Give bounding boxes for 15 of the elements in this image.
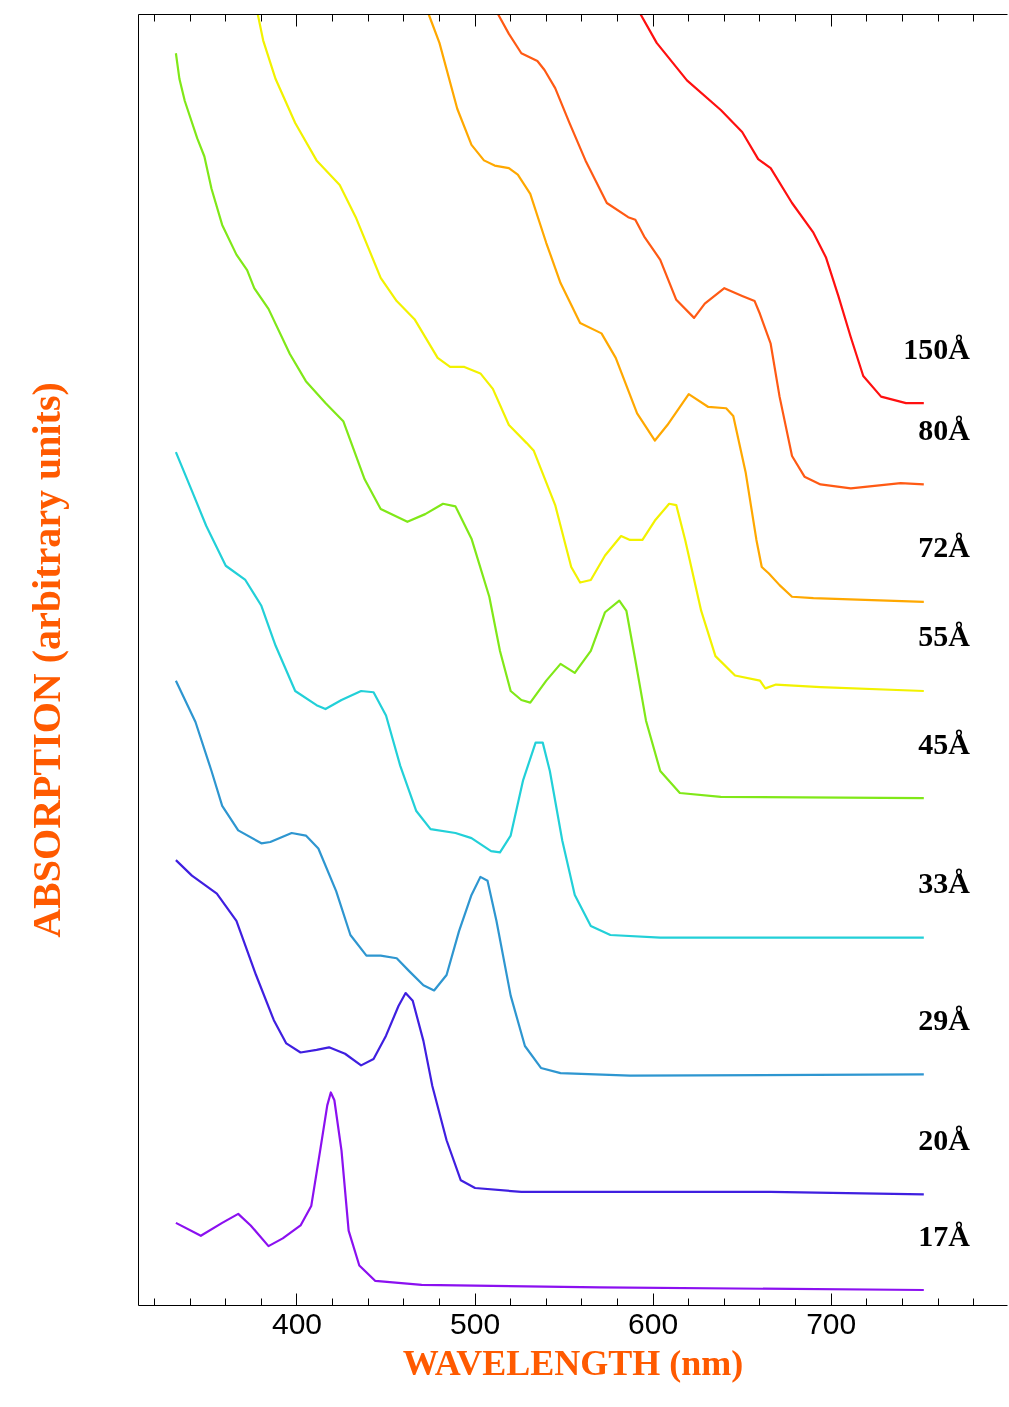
series-label: 33Å bbox=[918, 866, 971, 900]
x-tick-label: 700 bbox=[806, 1306, 857, 1340]
series-label: 55Å bbox=[918, 619, 971, 653]
series-label: 17Å bbox=[918, 1218, 971, 1252]
series-label: 80Å bbox=[918, 412, 971, 446]
series-label: 29Å bbox=[918, 1002, 971, 1036]
x-axis-title: WAVELENGTH (nm) bbox=[402, 1342, 744, 1383]
x-tick-label: 600 bbox=[628, 1306, 679, 1340]
y-axis-title: ABSORPTION (arbitrary units) bbox=[23, 382, 69, 938]
series-label: 20Å bbox=[918, 1122, 971, 1156]
series-label: 72Å bbox=[918, 530, 971, 564]
x-tick-label: 500 bbox=[450, 1306, 501, 1340]
series-label: 150Å bbox=[903, 331, 971, 365]
x-tick-label: 400 bbox=[271, 1306, 323, 1340]
series-label: 45Å bbox=[918, 726, 971, 760]
